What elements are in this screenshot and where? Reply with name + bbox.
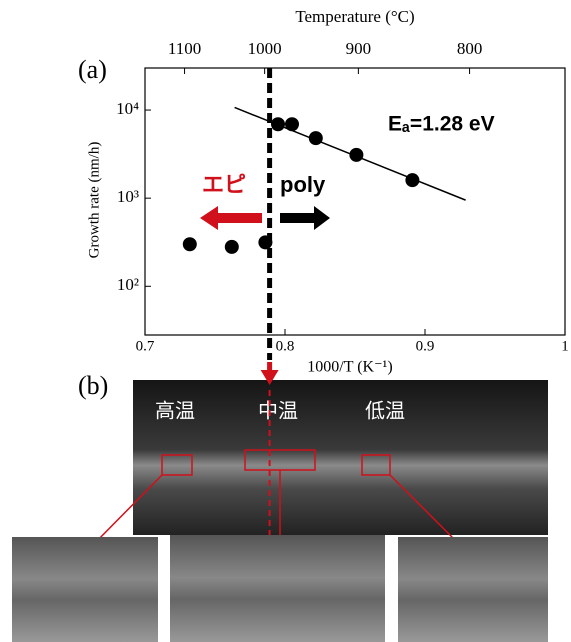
- x2-tick-label: 900: [346, 39, 372, 58]
- region-label: 低温: [365, 399, 405, 423]
- y-tick-label: 10²: [117, 275, 139, 294]
- annotation: poly: [280, 172, 326, 197]
- data-point: [225, 240, 239, 254]
- x2-tick-label: 1000: [248, 39, 282, 58]
- arrow: [280, 206, 330, 230]
- sem-inset: [12, 537, 158, 642]
- data-point: [183, 237, 197, 251]
- x2-tick-label: 1100: [168, 39, 201, 58]
- plot-frame: [145, 68, 565, 335]
- x-tick-label: 0.9: [416, 338, 435, 354]
- panel-label: (a): [78, 55, 107, 84]
- sem-inset: [170, 535, 385, 642]
- region-label: 中温: [258, 399, 298, 423]
- arrow: [200, 206, 262, 230]
- figure: (a) Temperature (°C) Growth rate (nm/h) …: [0, 0, 571, 642]
- y-tick-label: 10⁴: [116, 99, 139, 118]
- x-tick-label: 0.8: [276, 338, 295, 354]
- top-axis-title: Temperature (°C): [295, 7, 414, 26]
- sem-inset: [398, 537, 548, 642]
- x-tick-label: 1: [561, 338, 569, 354]
- sem-image: [133, 380, 548, 535]
- panel-label: (b): [78, 371, 108, 400]
- y-axis-title: Growth rate (nm/h): [86, 142, 102, 259]
- x-tick-label: 0.7: [136, 338, 155, 354]
- x2-tick-label: 800: [457, 39, 483, 58]
- y-tick-label: 10³: [117, 187, 139, 206]
- annotation: エピ: [202, 173, 246, 198]
- region-label: 高温: [155, 399, 195, 423]
- annotation: Eₐ=1.28 eV: [388, 113, 495, 136]
- x-axis-title: 1000/T (K⁻¹): [307, 359, 392, 376]
